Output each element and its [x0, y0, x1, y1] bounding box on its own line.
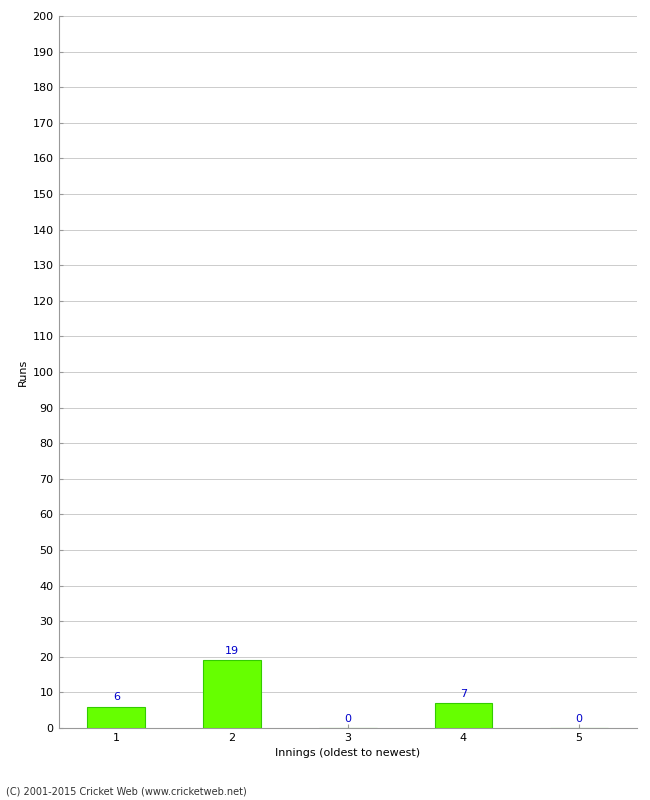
- Bar: [203, 660, 261, 728]
- Text: 0: 0: [576, 714, 582, 724]
- Y-axis label: Runs: Runs: [18, 358, 29, 386]
- Text: 0: 0: [344, 714, 351, 724]
- Text: (C) 2001-2015 Cricket Web (www.cricketweb.net): (C) 2001-2015 Cricket Web (www.cricketwe…: [6, 786, 247, 796]
- Bar: [434, 703, 493, 728]
- X-axis label: Innings (oldest to newest): Innings (oldest to newest): [275, 749, 421, 758]
- Text: 6: 6: [113, 692, 120, 702]
- Bar: [87, 706, 146, 728]
- Text: 7: 7: [460, 689, 467, 699]
- Text: 19: 19: [225, 646, 239, 656]
